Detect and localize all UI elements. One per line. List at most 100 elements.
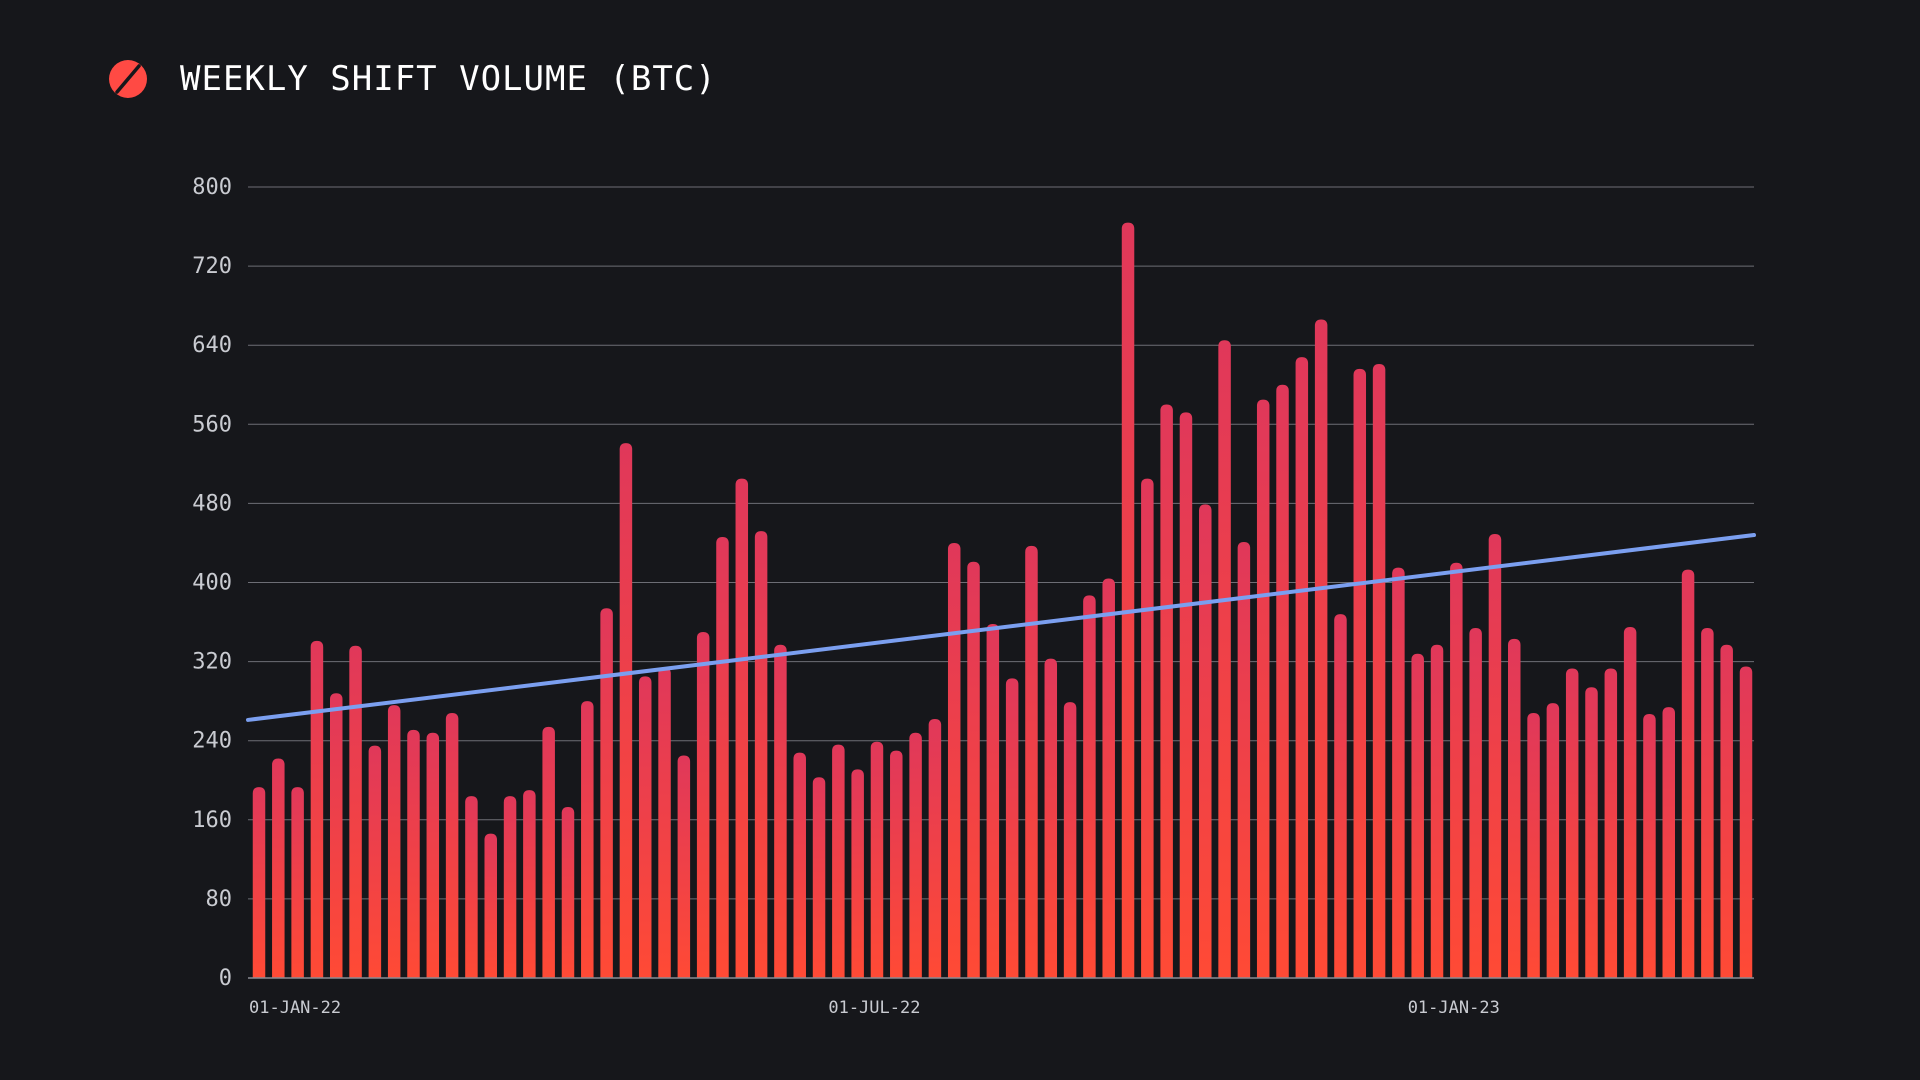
x-tick-label: 01-JAN-23	[1408, 998, 1500, 1018]
bar	[368, 745, 382, 978]
bar	[484, 833, 497, 978]
y-tick-label: 560	[192, 412, 232, 437]
bar	[619, 443, 633, 978]
bar	[1450, 562, 1463, 978]
shapeshift-logo-icon	[109, 60, 147, 98]
bar	[890, 750, 903, 978]
bar	[928, 718, 942, 978]
bar	[1005, 678, 1019, 978]
bar	[870, 741, 884, 978]
y-tick-label: 80	[206, 887, 233, 912]
bar	[252, 787, 266, 978]
bar	[832, 744, 845, 978]
bar	[1720, 644, 1733, 978]
bar	[1469, 627, 1482, 978]
bar	[1063, 702, 1077, 978]
bar	[561, 806, 575, 978]
bar	[387, 705, 401, 978]
y-axis-ticks: 0 80 160 240 320 400 480 560 640 720 800	[192, 175, 232, 991]
bar	[1102, 578, 1115, 978]
bars	[248, 222, 1754, 979]
bar	[581, 701, 594, 978]
y-tick-label: 320	[192, 650, 232, 675]
bar	[1488, 534, 1502, 978]
bar	[445, 713, 459, 978]
bar	[1141, 478, 1154, 978]
y-tick-label: 480	[192, 491, 232, 516]
y-tick-label: 400	[192, 571, 232, 596]
bar	[1565, 668, 1579, 978]
bar	[1681, 569, 1695, 978]
bar	[1662, 707, 1676, 978]
bar	[1179, 412, 1193, 978]
bar	[329, 693, 343, 978]
bar	[638, 676, 652, 978]
bar	[1411, 653, 1424, 978]
bar	[1430, 644, 1444, 978]
y-tick-label: 640	[192, 333, 232, 358]
bar	[503, 796, 517, 978]
bar	[1623, 626, 1637, 978]
bar	[523, 790, 536, 978]
bar	[1199, 504, 1212, 978]
bar	[1527, 713, 1540, 978]
bar	[1334, 614, 1347, 978]
y-tick-label: 160	[192, 808, 232, 833]
bar	[696, 631, 710, 978]
bar	[1739, 666, 1753, 978]
bar	[851, 769, 864, 978]
bar	[1643, 714, 1656, 978]
bar	[967, 561, 980, 978]
bar	[774, 644, 787, 978]
y-tick-label: 240	[192, 729, 232, 754]
bar	[1604, 668, 1618, 978]
bar	[1025, 545, 1038, 978]
bar	[1392, 567, 1405, 978]
bar	[947, 542, 961, 978]
bar	[1276, 384, 1289, 978]
bar	[1353, 368, 1367, 978]
bar	[1237, 541, 1251, 978]
x-tick-label: 01-JAN-22	[249, 998, 341, 1018]
bar	[1256, 399, 1270, 978]
bar	[812, 777, 826, 978]
chart-title: WEEKLY SHIFT VOLUME (BTC)	[180, 59, 717, 99]
bar	[677, 755, 691, 978]
bar	[1044, 658, 1058, 978]
bar	[1314, 319, 1328, 978]
bar	[986, 624, 1000, 978]
bar	[542, 726, 555, 978]
bar	[1218, 340, 1231, 979]
y-tick-label: 0	[219, 966, 232, 991]
bar	[1372, 363, 1386, 979]
bar	[716, 537, 729, 978]
y-tick-label: 720	[192, 254, 232, 279]
bar	[793, 752, 806, 978]
bar	[1160, 404, 1173, 978]
bar	[272, 758, 285, 978]
trend-line-group	[246, 533, 1756, 722]
bar	[1121, 222, 1135, 979]
x-axis-ticks: 01-JAN-22 01-JUL-22 01-JAN-23	[249, 998, 1500, 1018]
bar	[310, 640, 324, 978]
bar	[1701, 627, 1714, 978]
bar	[1585, 687, 1598, 978]
gridlines	[248, 186, 1754, 900]
bar	[754, 531, 768, 978]
bar	[1508, 638, 1521, 978]
bar	[465, 796, 478, 978]
bar	[349, 645, 362, 978]
bar	[291, 787, 304, 978]
bar	[735, 478, 749, 978]
bar	[1295, 357, 1309, 978]
bar	[600, 608, 613, 978]
chart-header: WEEKLY SHIFT VOLUME (BTC)	[108, 56, 717, 102]
bar	[407, 729, 420, 978]
bar	[426, 732, 440, 978]
trend-line	[246, 533, 1756, 722]
bar	[909, 732, 922, 978]
bar	[1546, 703, 1560, 978]
x-tick-label: 01-JUL-22	[828, 998, 920, 1018]
bar	[1083, 595, 1096, 978]
